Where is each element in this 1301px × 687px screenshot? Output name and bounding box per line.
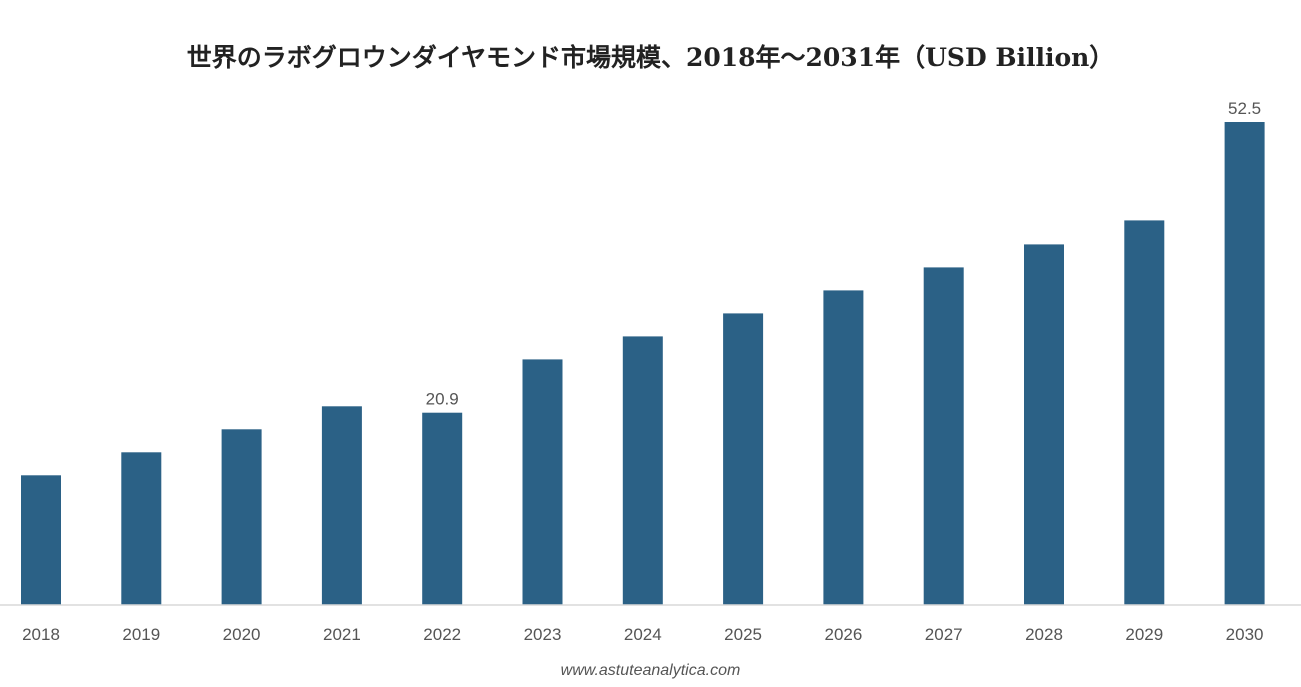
x-tick-label-2018: 2018 bbox=[22, 625, 60, 644]
bars-group bbox=[21, 122, 1265, 605]
x-tick-label-2025: 2025 bbox=[724, 625, 762, 644]
bar-2027 bbox=[923, 267, 964, 605]
bar-2025 bbox=[723, 313, 764, 605]
bar-2020 bbox=[221, 429, 262, 605]
x-tick-label-2026: 2026 bbox=[824, 625, 862, 644]
x-tick-label-2021: 2021 bbox=[323, 625, 361, 644]
bar-2022 bbox=[422, 412, 463, 605]
bar-2030 bbox=[1224, 122, 1265, 605]
bar-2029 bbox=[1124, 220, 1165, 605]
x-tick-label-2022: 2022 bbox=[423, 625, 461, 644]
bar-2019 bbox=[121, 452, 162, 605]
x-tick-label-2029: 2029 bbox=[1125, 625, 1163, 644]
chart-title: 世界のラボグロウンダイヤモンド市場規模、2018年～2031年（USD Bill… bbox=[186, 43, 1115, 72]
x-tick-label-2027: 2027 bbox=[925, 625, 963, 644]
data-labels: 20.9 52.5 bbox=[426, 99, 1261, 409]
data-label-2022: 20.9 bbox=[426, 390, 459, 409]
data-label-2030: 52.5 bbox=[1228, 99, 1261, 118]
x-tick-labels: 2018 2019 2020 2021 2022 2023 2024 2025 2026 2027… bbox=[22, 625, 1263, 644]
x-tick-label-2024: 2024 bbox=[624, 625, 662, 644]
x-tick-label-2028: 2028 bbox=[1025, 625, 1063, 644]
x-tick-label-2030: 2030 bbox=[1226, 625, 1264, 644]
x-tick-label-2020: 2020 bbox=[223, 625, 261, 644]
source-watermark: www.astuteanalytica.com bbox=[560, 662, 741, 679]
bar-2028 bbox=[1024, 244, 1064, 605]
bar-2018 bbox=[21, 475, 61, 605]
bar-2024 bbox=[622, 336, 663, 605]
x-tick-label-2023: 2023 bbox=[524, 625, 562, 644]
bar-2026 bbox=[823, 290, 864, 605]
x-tick-label-2019: 2019 bbox=[122, 625, 160, 644]
bar-2021 bbox=[321, 406, 362, 605]
bar-2023 bbox=[522, 359, 563, 605]
